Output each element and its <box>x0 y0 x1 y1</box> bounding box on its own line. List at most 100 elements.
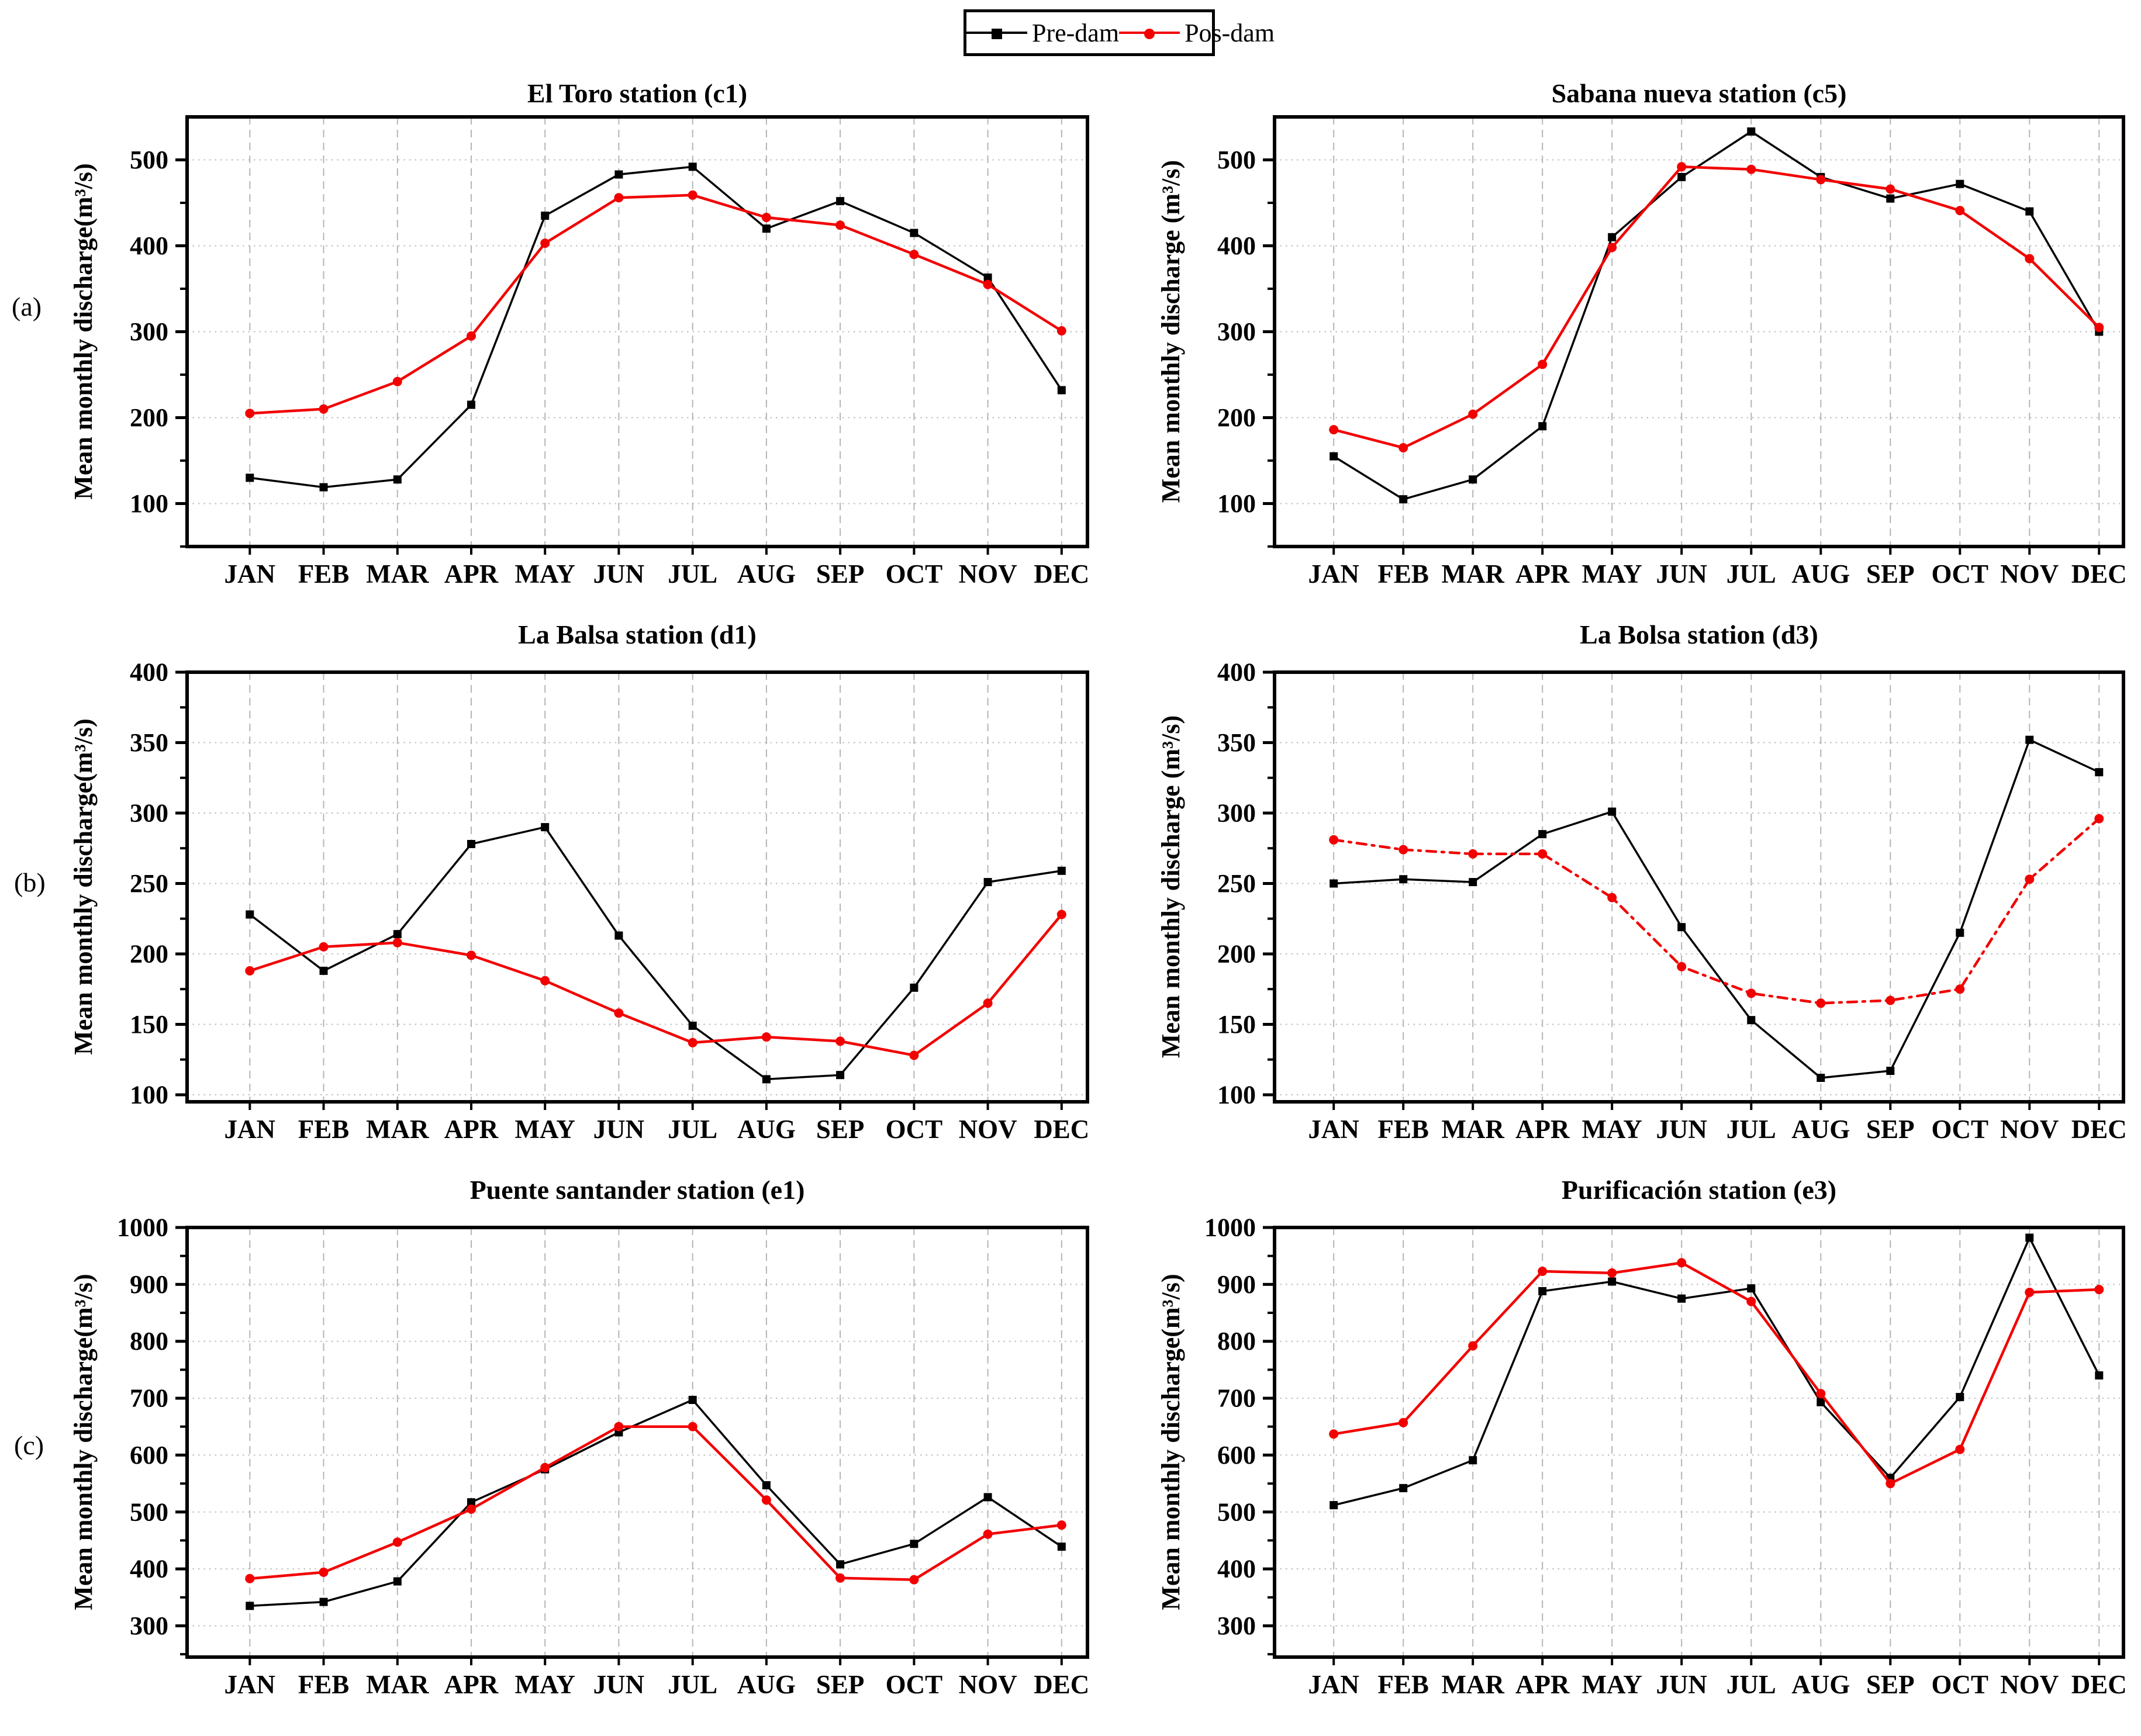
y-axis-label-el-toro: Mean monthly discharge(m³/s) <box>69 163 98 500</box>
row-label-c: (c) <box>14 1430 44 1460</box>
svg-text:200: 200 <box>1217 940 1256 969</box>
svg-text:MAY: MAY <box>1582 1670 1642 1699</box>
svg-text:100: 100 <box>130 1081 168 1109</box>
svg-text:700: 700 <box>130 1384 168 1413</box>
svg-text:APR: APR <box>1515 1670 1570 1699</box>
svg-text:JUL: JUL <box>1726 1115 1776 1144</box>
y-axis-label-sabana-nueva: Mean monthly discharge (m³/s) <box>1156 160 1185 503</box>
panel-la-balsa: 100 150 200 250 300 350 400 JAN FEB MAR APR MAY JUN J… <box>47 617 1105 1172</box>
legend: Pre-dam Pos-dam <box>964 9 1275 56</box>
pos-dam-circle-marker-icon <box>1144 29 1155 39</box>
svg-text:AUG: AUG <box>737 1115 796 1144</box>
legend-label-pos-dam: Pos-dam <box>1185 18 1275 47</box>
svg-text:NOV: NOV <box>959 1670 1017 1699</box>
svg-text:700: 700 <box>1217 1384 1256 1413</box>
panel-sabana-nueva: 100 200 300 400 500 JAN FEB MAR APR MAY JUN JUL AUG S… <box>1134 61 2141 617</box>
svg-text:AUG: AUG <box>1791 559 1850 589</box>
svg-text:JUN: JUN <box>1656 1115 1707 1144</box>
svg-text:DEC: DEC <box>1034 1115 1089 1144</box>
svg-text:500: 500 <box>1217 146 1256 174</box>
svg-text:300: 300 <box>130 1611 168 1640</box>
svg-text:AUG: AUG <box>737 1670 796 1699</box>
svg-text:DEC: DEC <box>2071 559 2127 589</box>
svg-text:300: 300 <box>1217 1611 1256 1640</box>
svg-text:JAN: JAN <box>1308 559 1359 589</box>
y-axis-label-puente-santander: Mean monthly discharge(m³/s) <box>69 1274 98 1610</box>
svg-text:MAY: MAY <box>515 559 575 589</box>
y-axis-label-la-bolsa: Mean monthly discharge (m³/s) <box>1156 715 1185 1059</box>
svg-text:400: 400 <box>1217 231 1256 260</box>
chart-title-la-bolsa: La Bolsa station (d3) <box>1580 620 1818 649</box>
svg-text:SEP: SEP <box>1866 559 1915 589</box>
svg-text:JUL: JUL <box>1726 559 1776 589</box>
row-label-a: (a) <box>12 292 42 321</box>
svg-text:OCT: OCT <box>886 1115 943 1144</box>
svg-text:NOV: NOV <box>959 559 1017 589</box>
svg-text:MAR: MAR <box>366 1115 429 1144</box>
svg-text:AUG: AUG <box>1791 1115 1850 1144</box>
svg-text:FEB: FEB <box>298 1115 350 1144</box>
chart-title-sabana-nueva: Sabana nueva station (c5) <box>1551 78 1847 108</box>
svg-text:MAY: MAY <box>1582 559 1642 589</box>
svg-text:JUL: JUL <box>668 1670 717 1699</box>
chart-title-el-toro: El Toro station (c1) <box>527 78 748 108</box>
svg-text:DEC: DEC <box>2071 1115 2127 1144</box>
svg-text:150: 150 <box>130 1010 168 1039</box>
svg-text:100: 100 <box>1217 489 1256 518</box>
svg-text:APR: APR <box>1515 1115 1570 1144</box>
svg-text:400: 400 <box>130 1555 168 1583</box>
svg-text:250: 250 <box>130 869 168 898</box>
svg-text:900: 900 <box>1217 1270 1256 1299</box>
svg-text:200: 200 <box>130 940 168 969</box>
svg-text:AUG: AUG <box>737 559 796 589</box>
svg-text:SEP: SEP <box>816 1115 865 1144</box>
svg-text:800: 800 <box>130 1327 168 1355</box>
svg-text:MAY: MAY <box>1582 1115 1642 1144</box>
svg-text:MAY: MAY <box>515 1670 575 1699</box>
pre-dam-line-sample <box>966 29 1027 39</box>
panel-puente-santander: 300 400 500 600 700 800 900 1000 JAN FEB MAR APR MAY… <box>47 1172 1105 1727</box>
row-label-b: (b) <box>14 867 46 897</box>
svg-text:FEB: FEB <box>298 1670 350 1699</box>
svg-text:MAR: MAR <box>366 559 429 589</box>
svg-text:JAN: JAN <box>225 1115 276 1144</box>
svg-text:APR: APR <box>444 1115 499 1144</box>
svg-text:MAR: MAR <box>366 1670 429 1699</box>
svg-text:FEB: FEB <box>1377 559 1429 589</box>
panel-el-toro: 100 200 300 400 500 JAN FEB MAR APR MAY JUN JUL AUG S… <box>47 61 1105 617</box>
chart-la-bolsa: 100 150 200 250 300 350 400 JAN FEB MAR APR MAY JUN J… <box>1217 658 2127 1144</box>
legend-item-pos-dam: Pos-dam <box>1119 18 1275 48</box>
svg-text:NOV: NOV <box>2000 1670 2059 1699</box>
svg-text:NOV: NOV <box>2000 1115 2059 1144</box>
svg-text:DEC: DEC <box>2071 1670 2127 1699</box>
svg-text:NOV: NOV <box>2000 559 2059 589</box>
svg-text:100: 100 <box>1217 1081 1256 1109</box>
svg-text:MAR: MAR <box>1441 1670 1504 1699</box>
svg-text:350: 350 <box>1217 728 1256 757</box>
svg-text:MAR: MAR <box>1441 1115 1504 1144</box>
svg-text:JUL: JUL <box>668 559 717 589</box>
pos-dam-line-sample <box>1119 29 1180 39</box>
svg-text:300: 300 <box>1217 317 1256 346</box>
svg-text:800: 800 <box>1217 1327 1256 1355</box>
svg-text:OCT: OCT <box>886 559 943 589</box>
svg-text:300: 300 <box>130 799 168 828</box>
chart-title-puente-santander: Puente santander station (e1) <box>469 1175 805 1205</box>
svg-text:APR: APR <box>444 559 499 589</box>
svg-text:400: 400 <box>1217 1555 1256 1583</box>
svg-text:150: 150 <box>1217 1010 1256 1039</box>
svg-text:MAR: MAR <box>1441 559 1504 589</box>
chart-la-balsa: 100 150 200 250 300 350 400 JAN FEB MAR APR MAY JUN J… <box>130 658 1089 1144</box>
panel-la-bolsa: 100 150 200 250 300 350 400 JAN FEB MAR APR MAY JUN J… <box>1134 617 2141 1172</box>
svg-text:300: 300 <box>1217 799 1256 828</box>
svg-text:600: 600 <box>130 1441 168 1469</box>
legend-label-pre-dam: Pre-dam <box>1032 18 1120 47</box>
svg-text:OCT: OCT <box>1932 1115 1989 1144</box>
legend-item-pre-dam: Pre-dam <box>966 18 1119 48</box>
svg-text:350: 350 <box>130 728 168 757</box>
svg-text:APR: APR <box>444 1670 499 1699</box>
chart-purificacion: 300 400 500 600 700 800 900 1000 JAN FEB MAR APR MAY… <box>1204 1213 2127 1700</box>
svg-text:200: 200 <box>130 403 168 432</box>
svg-text:600: 600 <box>1217 1441 1256 1469</box>
